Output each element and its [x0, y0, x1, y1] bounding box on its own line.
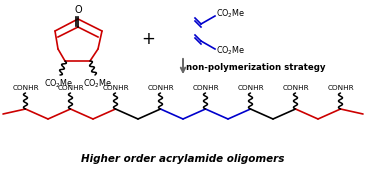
Text: CONHR: CONHR	[102, 85, 129, 91]
Text: O: O	[74, 5, 82, 15]
Text: CONHR: CONHR	[147, 85, 174, 91]
Text: +: +	[141, 30, 155, 48]
Text: CONHR: CONHR	[327, 85, 354, 91]
Text: Higher order acrylamide oligomers: Higher order acrylamide oligomers	[81, 154, 285, 164]
Text: CONHR: CONHR	[282, 85, 309, 91]
Text: CONHR: CONHR	[237, 85, 264, 91]
Text: non-polymerization strategy: non-polymerization strategy	[186, 63, 325, 71]
Text: CO$_2$Me: CO$_2$Me	[44, 77, 74, 90]
Text: CO$_2$Me: CO$_2$Me	[83, 77, 113, 90]
Text: CO$_2$Me: CO$_2$Me	[216, 45, 245, 57]
Text: CO$_2$Me: CO$_2$Me	[216, 8, 245, 20]
Text: CONHR: CONHR	[192, 85, 219, 91]
Text: CONHR: CONHR	[57, 85, 84, 91]
Text: CONHR: CONHR	[12, 85, 39, 91]
